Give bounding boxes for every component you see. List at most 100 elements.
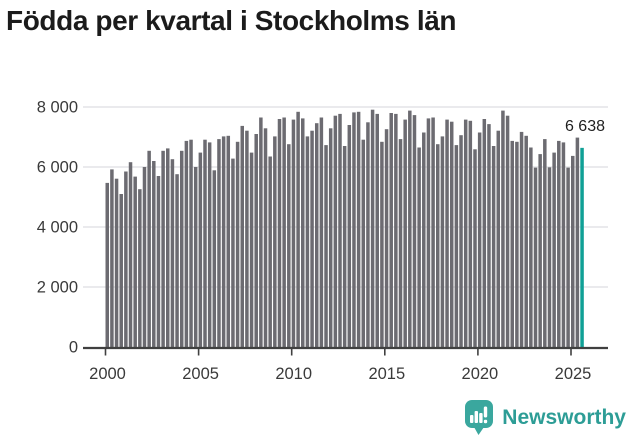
bar-2000-k2 [110, 169, 114, 347]
x-axis-label-2020: 2020 [462, 365, 499, 383]
bar-2014-k2 [370, 109, 375, 347]
bar-2013-k1 [347, 125, 352, 347]
bar-2007-k2 [240, 125, 244, 348]
bar-2007-k3 [245, 130, 249, 347]
bar-2014-k4 [380, 141, 384, 347]
bar-2022-k1 [515, 141, 519, 347]
bar-2007-k4 [249, 152, 254, 347]
bar-2015-k4 [398, 139, 403, 347]
bar-2004-k1 [179, 150, 184, 347]
bar-2021-k1 [496, 130, 501, 347]
bar-2015-k3 [394, 113, 398, 348]
bar-2021-k3 [505, 115, 510, 347]
bar-2018-k2 [445, 119, 449, 347]
bar-2016-k4 [417, 147, 421, 347]
newsworthy-wordmark: Newsworthy [502, 405, 626, 429]
bar-2011-k1 [310, 130, 314, 347]
bar-2019-k3 [468, 120, 473, 347]
bar-2006-k3 [226, 135, 231, 347]
bar-2025-k1 [571, 155, 575, 347]
bar-2008-k4 [268, 156, 272, 347]
bar-2002-k2 [147, 150, 151, 347]
bar-2010-k3 [301, 118, 305, 348]
bar-2024-k3 [561, 142, 566, 347]
bar-2022-k2 [519, 131, 524, 347]
y-axis-label-0: 0 [69, 339, 78, 357]
bar-2018-k1 [440, 136, 445, 347]
bar-2000-k1 [105, 182, 109, 347]
bar-2025-k2 [575, 137, 580, 347]
bar-2006-k4 [231, 158, 235, 347]
bar-2024-k1 [552, 152, 556, 347]
bar-2024-k4 [566, 167, 570, 347]
bar-2023-k2 [538, 154, 542, 347]
bar-2003-k4 [175, 174, 179, 347]
y-axis-label-4000: 4 000 [37, 219, 78, 237]
bar-2022-k4 [529, 147, 533, 347]
bar-2011-k3 [319, 117, 324, 347]
bar-2003-k2 [166, 148, 170, 347]
bar-2009-k2 [277, 119, 282, 347]
bar-2013-k4 [361, 139, 366, 347]
bar-2010-k1 [291, 119, 296, 347]
bar-2016-k2 [408, 110, 412, 347]
highlight-value-label: 6 638 [565, 118, 605, 135]
bar-2020-k4 [491, 146, 496, 347]
bar-2002-k3 [152, 161, 156, 347]
bar-2012-k1 [328, 128, 333, 347]
bar-2014-k1 [366, 122, 370, 347]
bar-2003-k1 [161, 150, 165, 347]
bar-2018-k3 [449, 121, 454, 347]
bar-2011-k4 [324, 145, 328, 347]
bar-2020-k3 [487, 124, 491, 347]
bar-2015-k1 [384, 129, 389, 347]
bar-2012-k4 [342, 146, 347, 347]
bar-2019-k1 [459, 135, 463, 347]
bar-2010-k2 [296, 111, 300, 347]
bar-2009-k3 [282, 117, 286, 347]
bar-2001-k4 [138, 189, 142, 347]
bar-2012-k3 [338, 113, 342, 348]
bar-2013-k2 [352, 112, 356, 348]
x-axis-label-2010: 2010 [275, 365, 312, 383]
y-axis-label-8000: 8 000 [37, 99, 78, 117]
bar-2018-k4 [454, 145, 459, 347]
bar-2023-k4 [547, 167, 552, 347]
bar-2019-k4 [473, 149, 477, 347]
bar-2017-k3 [431, 117, 435, 347]
bar-2006-k1 [217, 139, 221, 347]
bar-2004-k3 [189, 139, 193, 347]
bar-2023-k1 [533, 167, 538, 347]
bar-2001-k1 [124, 171, 128, 347]
bar-2009-k4 [287, 144, 291, 347]
bar-2017-k2 [426, 118, 431, 348]
bar-2013-k3 [356, 111, 361, 347]
bar-2004-k2 [184, 140, 189, 347]
bar-2005-k1 [198, 152, 203, 347]
bar-2002-k4 [156, 176, 161, 347]
bar-2024-k2 [557, 140, 561, 347]
bar-2005-k4 [212, 170, 217, 347]
bar-2007-k1 [235, 141, 240, 347]
bar-2020-k1 [477, 132, 482, 347]
newsworthy-logo[interactable]: Newsworthy [463, 399, 626, 436]
chart-title: Födda per kvartal i Stockholms län [6, 5, 457, 36]
bar-2003-k3 [170, 159, 175, 347]
bar-2009-k1 [273, 136, 277, 347]
x-axis-label-2025: 2025 [555, 365, 592, 383]
bar-2011-k2 [314, 123, 319, 347]
bar-2008-k3 [263, 128, 268, 347]
bar-2023-k3 [543, 139, 547, 347]
bar-2017-k4 [436, 144, 440, 347]
bar-2022-k3 [524, 135, 528, 347]
y-axis-label-2000: 2 000 [37, 279, 78, 297]
bar-2012-k2 [333, 115, 338, 347]
bar-2000-k4 [119, 194, 123, 347]
bar-2015-k2 [389, 113, 393, 347]
bar-2017-k1 [422, 132, 426, 347]
bar-2001-k2 [128, 162, 133, 347]
bar-2010-k4 [305, 136, 310, 347]
x-axis-label-2015: 2015 [368, 365, 405, 383]
bar-2021-k2 [501, 110, 505, 347]
